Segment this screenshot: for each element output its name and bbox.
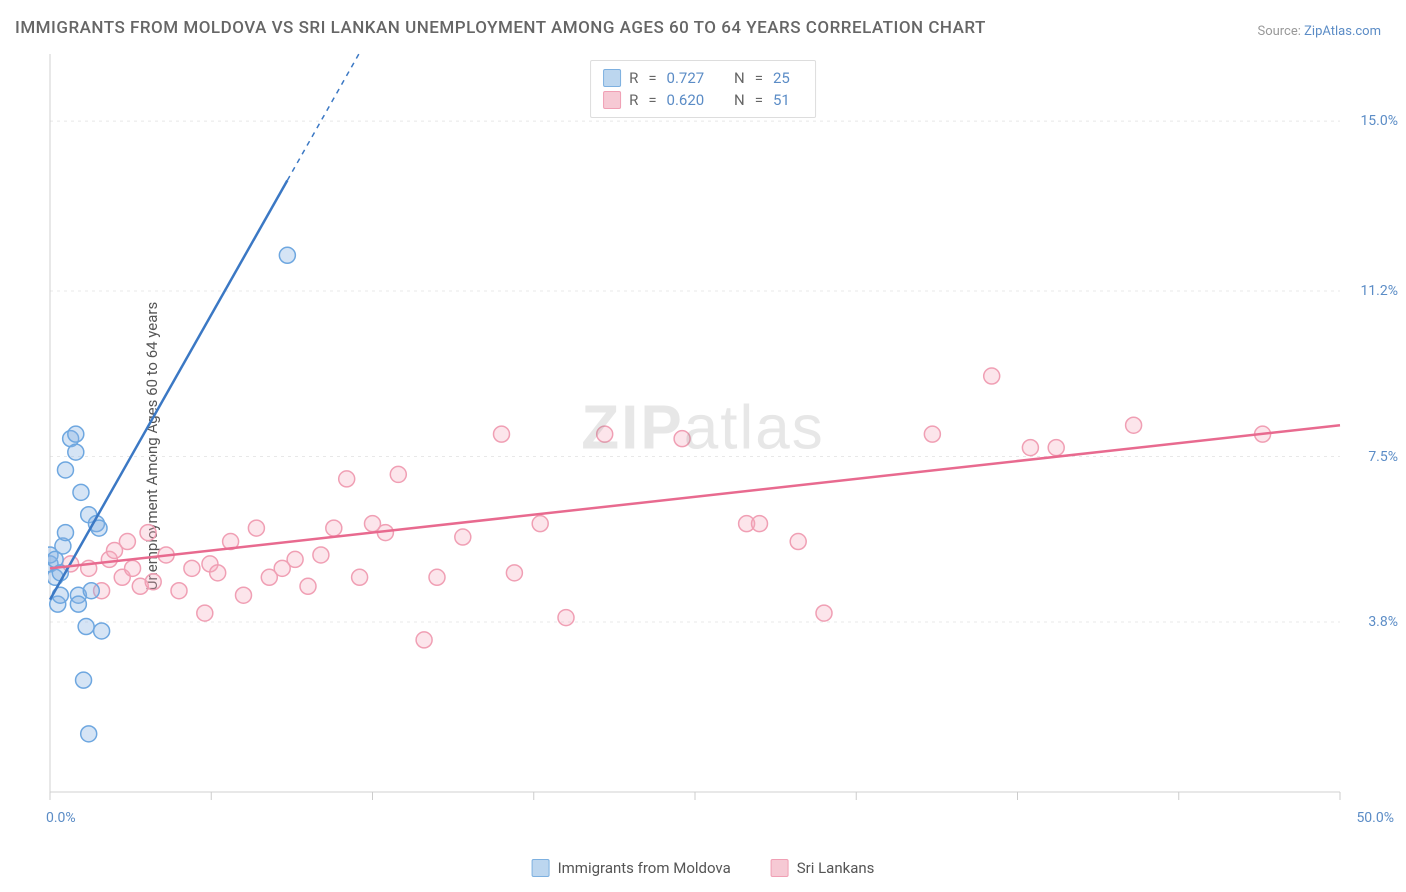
- source-attribution: Source: ZipAtlas.com: [1257, 24, 1381, 39]
- series-legend: Immigrants from Moldova Sri Lankans: [532, 859, 875, 877]
- x-tick-label-start: 0.0%: [46, 810, 76, 826]
- series-swatch-icon: [603, 69, 621, 87]
- source-link[interactable]: ZipAtlas.com: [1304, 24, 1381, 39]
- chart-title: IMMIGRANTS FROM MOLDOVA VS SRI LANKAN UN…: [15, 18, 986, 38]
- n-value: 51: [773, 91, 803, 109]
- series-swatch-icon: [532, 859, 550, 877]
- source-label: Source:: [1257, 24, 1304, 39]
- scatter-plot-svg: [48, 52, 1358, 822]
- eq-icon: =: [755, 91, 763, 109]
- n-label: N: [727, 69, 745, 87]
- series-swatch-icon: [771, 859, 789, 877]
- r-value: 0.727: [667, 69, 719, 87]
- chart-container: IMMIGRANTS FROM MOLDOVA VS SRI LANKAN UN…: [0, 0, 1406, 892]
- x-tick-label-end: 50.0%: [1356, 810, 1394, 826]
- eq-icon: =: [648, 69, 656, 87]
- correlation-legend: R = 0.727 N = 25 R = 0.620 N = 51: [590, 60, 816, 118]
- eq-icon: =: [755, 69, 763, 87]
- n-value: 25: [773, 69, 803, 87]
- r-label: R: [629, 91, 638, 109]
- n-label: N: [727, 91, 745, 109]
- y-tick-label: 7.5%: [1368, 449, 1398, 465]
- series-swatch-icon: [603, 91, 621, 109]
- legend-label: Sri Lankans: [797, 859, 875, 877]
- r-label: R: [629, 69, 638, 87]
- correlation-row-1: R = 0.620 N = 51: [603, 89, 803, 111]
- y-tick-label: 15.0%: [1360, 113, 1398, 129]
- y-tick-label: 3.8%: [1368, 614, 1398, 630]
- r-value: 0.620: [667, 91, 719, 109]
- correlation-row-0: R = 0.727 N = 25: [603, 67, 803, 89]
- legend-item-1: Sri Lankans: [771, 859, 875, 877]
- plot-area: [48, 52, 1358, 822]
- eq-icon: =: [648, 91, 656, 109]
- legend-item-0: Immigrants from Moldova: [532, 859, 731, 877]
- legend-label: Immigrants from Moldova: [558, 859, 731, 877]
- y-tick-label: 11.2%: [1360, 283, 1398, 299]
